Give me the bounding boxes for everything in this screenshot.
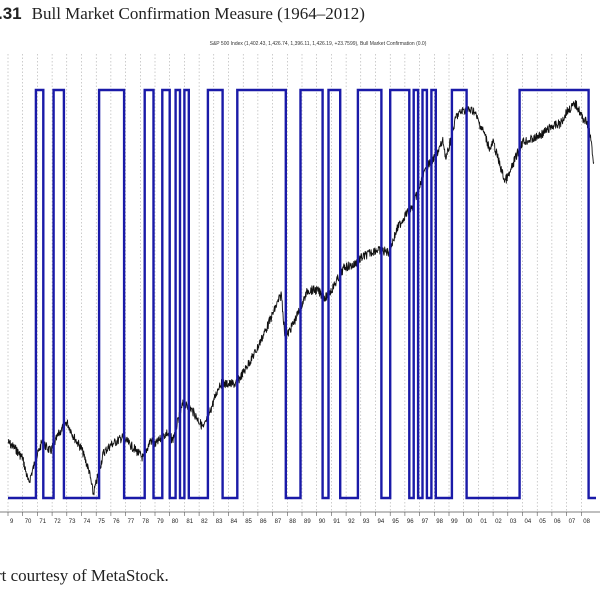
- x-tick-label: 79: [157, 519, 164, 525]
- x-tick-label: 07: [569, 519, 576, 525]
- figure-number: .31: [0, 4, 22, 23]
- x-tick-label: 73: [69, 519, 76, 525]
- x-tick-label: 70: [25, 519, 32, 525]
- x-tick-label: 94: [378, 519, 385, 525]
- x-tick-label: 05: [539, 519, 546, 525]
- vertical-gridlines: [7, 54, 582, 512]
- x-tick-label: 92: [348, 519, 355, 525]
- x-tick-label: 77: [128, 519, 135, 525]
- x-tick-label: 72: [54, 519, 61, 525]
- x-tick-label: 03: [510, 519, 517, 525]
- x-tick-label: 80: [172, 519, 179, 525]
- confirmation-series-line: [8, 88, 596, 500]
- x-tick-label: 85: [245, 519, 252, 525]
- x-tick-label: 93: [363, 519, 370, 525]
- x-tick-label: 96: [407, 519, 414, 525]
- x-tick-label: 00: [466, 519, 473, 525]
- x-tick-label: 83: [216, 519, 223, 525]
- x-tick-label: 04: [525, 519, 532, 525]
- x-tick-label: 84: [231, 519, 238, 525]
- x-tick-label: 88: [289, 519, 296, 525]
- x-tick-label: 86: [260, 519, 267, 525]
- x-tick-label: 71: [39, 519, 46, 525]
- x-tick-label: 91: [333, 519, 340, 525]
- x-axis-ticks: 9 70 71 72 73 74 75 76 77 78 79 80 81 82 83 84 85 86 87 88 8…: [7, 512, 591, 525]
- chart: S&P 500 Index (1,402.43, 1,426.74, 1,396…: [0, 41, 600, 525]
- x-tick-label: 98: [436, 519, 443, 525]
- x-tick-label: 90: [319, 519, 326, 525]
- x-tick-label: 89: [304, 519, 311, 525]
- figure-caption: rt courtesy of MetaStock.: [0, 566, 169, 585]
- chart-header: S&P 500 Index (1,402.43, 1,426.74, 1,396…: [210, 41, 427, 47]
- x-tick-label: 9: [10, 519, 14, 525]
- x-tick-label: 01: [480, 519, 487, 525]
- x-tick-label: 99: [451, 519, 458, 525]
- x-tick-label: 74: [84, 519, 91, 525]
- x-tick-label: 06: [554, 519, 561, 525]
- x-tick-label: 82: [201, 519, 208, 525]
- x-tick-label: 75: [98, 519, 105, 525]
- figure-title-text: Bull Market Confirmation Measure (1964–2…: [31, 4, 365, 23]
- x-tick-label: 87: [275, 519, 282, 525]
- x-tick-label: 76: [113, 519, 120, 525]
- x-tick-label: 78: [142, 519, 149, 525]
- x-tick-label: 81: [186, 519, 193, 525]
- x-tick-label: 97: [422, 519, 429, 525]
- x-tick-label: 95: [392, 519, 399, 525]
- x-tick-label: 08: [583, 519, 590, 525]
- figure-title: .31 Bull Market Confirmation Measure (196…: [0, 4, 365, 24]
- x-tick-label: 02: [495, 519, 502, 525]
